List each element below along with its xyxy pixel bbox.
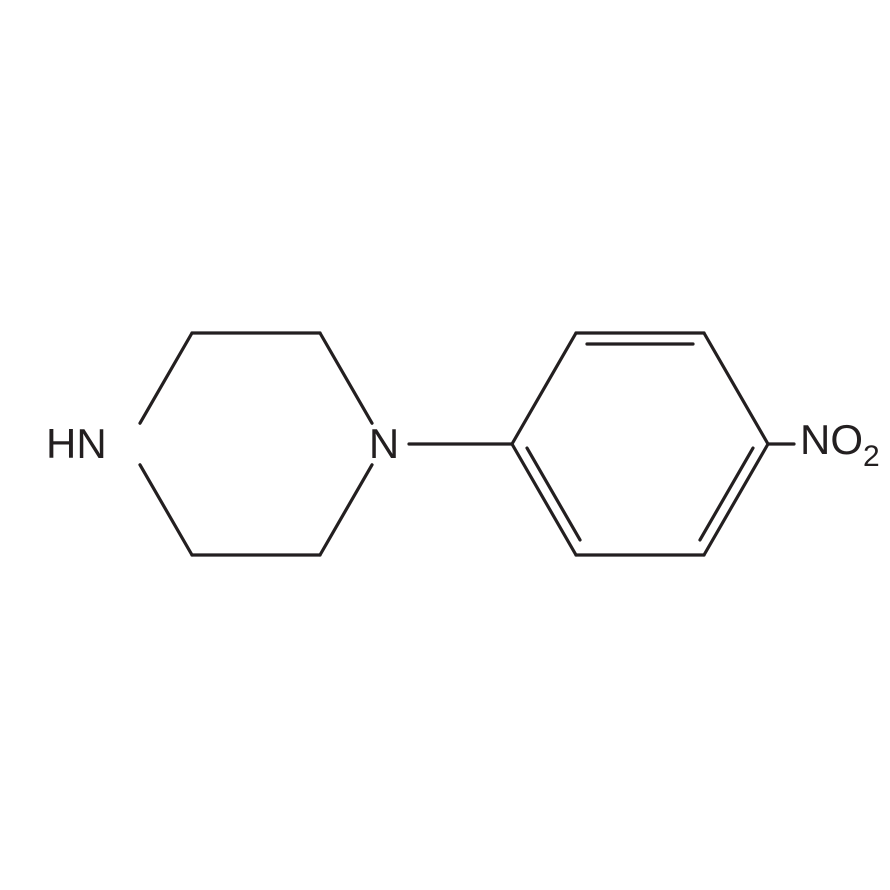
no2-label: NO2: [800, 416, 880, 471]
n-label: N: [369, 420, 399, 468]
chemical-structure-diagram: HN N NO2: [0, 0, 890, 890]
molecule-svg: [0, 0, 890, 890]
hn-label: HN: [46, 420, 107, 468]
